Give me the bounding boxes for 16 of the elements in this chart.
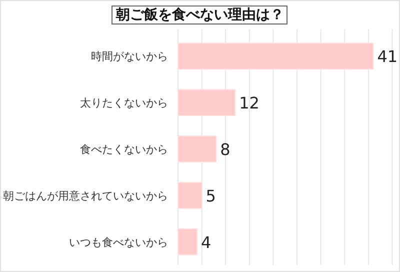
bar <box>178 89 236 116</box>
y-tick-label: 朝ごはんが用意されていないから <box>3 189 168 202</box>
y-tick-label: 太りたくないから <box>80 96 168 110</box>
bar <box>178 182 202 209</box>
data-label: 12 <box>239 94 260 113</box>
chart-title: 朝ご飯を食べない理由は？ <box>115 7 284 23</box>
bar <box>178 42 374 70</box>
bar <box>178 136 217 162</box>
y-tick-label: 食べたくないから <box>80 143 168 156</box>
data-label: 5 <box>206 186 216 206</box>
data-label: 4 <box>201 232 212 252</box>
y-tick-label: いつも食べないから <box>69 236 168 249</box>
bar <box>178 228 198 256</box>
data-label: 8 <box>220 140 230 159</box>
data-label: 41 <box>377 47 398 66</box>
y-tick-label: 時間がないから <box>91 50 168 64</box>
